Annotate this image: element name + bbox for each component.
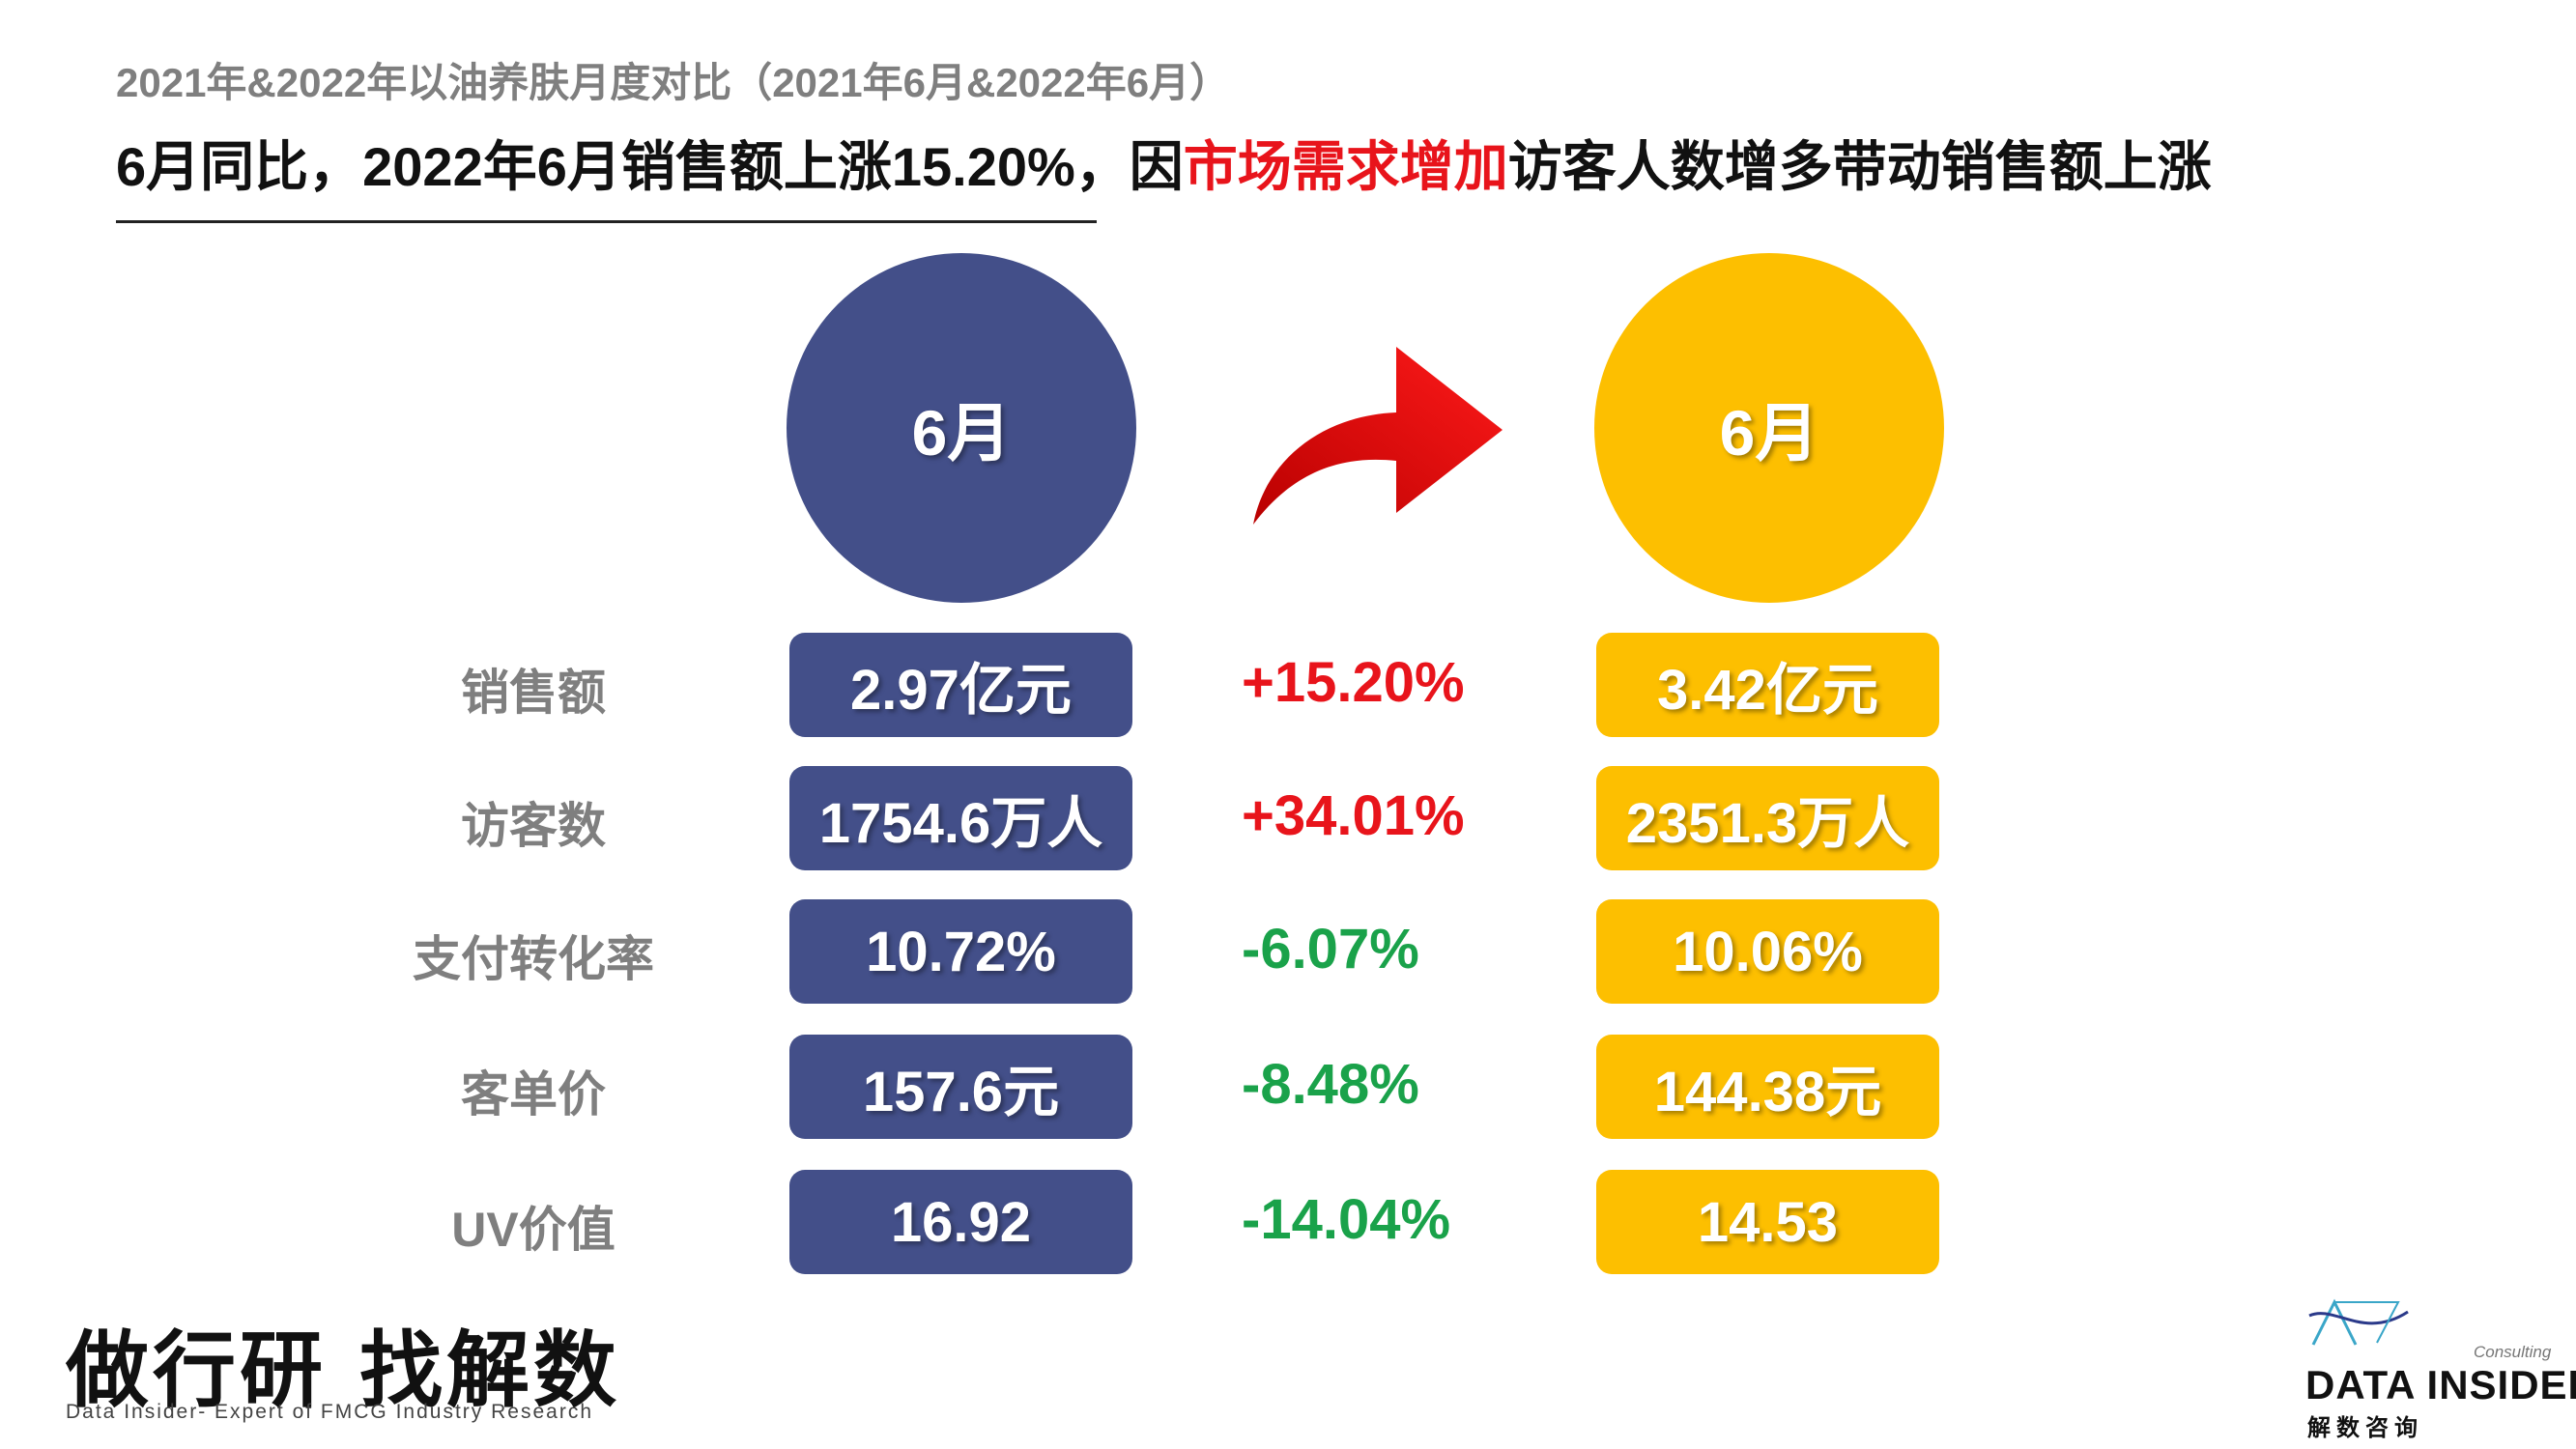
metric-value-2021: 1754.6万人 bbox=[789, 766, 1132, 870]
metric-label: 访客数 bbox=[461, 799, 606, 853]
logo-name: DATA INSIDER bbox=[2305, 1362, 2576, 1407]
headline-text-end: 访客人数增多带动销售额上涨 bbox=[1507, 136, 2212, 197]
logo-consulting-text: Consulting bbox=[2474, 1343, 2552, 1361]
metric-value-2022: 3.42亿元 bbox=[1596, 633, 1939, 737]
brand-slogan: 做行研 找解数 bbox=[66, 1321, 620, 1419]
metric-change: -8.48% bbox=[1242, 1053, 1419, 1116]
curved-red-arrow-icon bbox=[1253, 347, 1503, 525]
metric-value-2021: 10.72% bbox=[789, 899, 1132, 1004]
metric-change: -6.07% bbox=[1242, 918, 1419, 980]
metric-value-2021: 16.92 bbox=[789, 1170, 1132, 1274]
metric-value-2022: 144.38元 bbox=[1596, 1035, 1939, 1139]
metric-label: 客单价 bbox=[461, 1067, 606, 1122]
month-circle-2021-label: 6月 bbox=[911, 397, 1012, 469]
page-title: 6月同比，2022年6月销售额上涨15.20%，因市场需求增加访客人数增多带动销… bbox=[116, 124, 2212, 202]
metric-label: 支付转化率 bbox=[413, 932, 654, 986]
data-insider-logo-icon bbox=[2308, 1298, 2409, 1346]
headline-text: 6月同比，2022年6月销售额上涨15.20%，因 bbox=[116, 136, 1184, 197]
brand-tagline: Data Insider- Expert of FMCG Industry Re… bbox=[66, 1401, 593, 1423]
metric-change: +34.01% bbox=[1242, 784, 1465, 847]
metric-label: UV价值 bbox=[451, 1203, 615, 1257]
metric-value-2022: 2351.3万人 bbox=[1596, 766, 1939, 870]
month-circle-2021: 6月 bbox=[787, 253, 1136, 603]
logo-cn-name: 解数咨询 bbox=[2307, 1415, 2423, 1441]
metric-value-2022: 14.53 bbox=[1596, 1170, 1939, 1274]
month-circle-2022-label: 6月 bbox=[1719, 397, 1819, 469]
metric-change: -14.04% bbox=[1242, 1188, 1451, 1251]
month-circle-2022: 6月 bbox=[1594, 253, 1944, 603]
metric-label: 销售额 bbox=[461, 666, 606, 720]
headline-highlight: 市场需求增加 bbox=[1183, 136, 1508, 197]
metric-value-2022: 10.06% bbox=[1596, 899, 1939, 1004]
metric-change: +15.20% bbox=[1242, 651, 1465, 714]
page-subtitle: 2021年&2022年以油养肤月度对比（2021年6月&2022年6月） bbox=[116, 60, 1231, 105]
title-divider bbox=[116, 220, 1097, 223]
metric-value-2021: 2.97亿元 bbox=[789, 633, 1132, 737]
metric-value-2021: 157.6元 bbox=[789, 1035, 1132, 1139]
